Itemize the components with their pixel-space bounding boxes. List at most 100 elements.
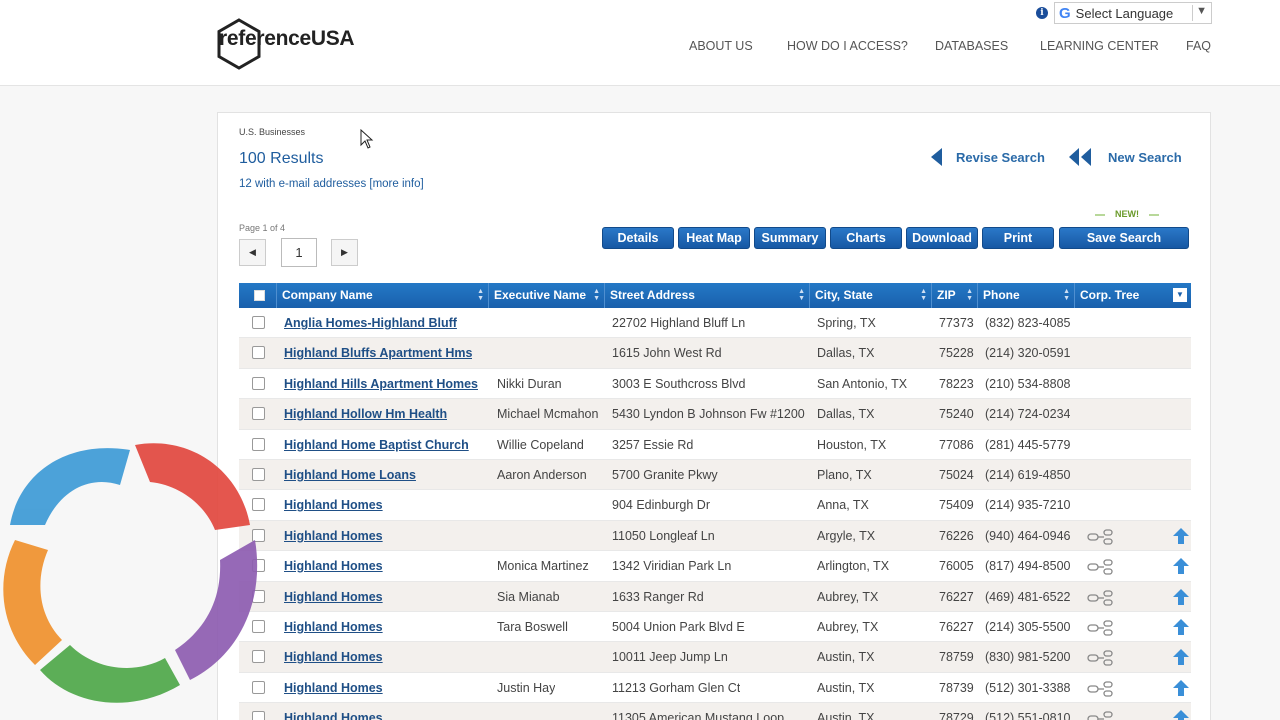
select-all-checkbox[interactable] [254,290,265,301]
column-city-state[interactable]: City, State ▲ ▼ [810,283,932,308]
company-name-link[interactable]: Highland Home Baptist Church [284,437,469,452]
company-name-link[interactable]: Highland Homes [284,559,383,574]
company-name-link[interactable]: Highland Homes [284,528,383,543]
parent-company-arrow-icon[interactable] [1173,710,1189,720]
phone-number: (469) 481-6522 [985,589,1071,604]
column-label: City, State [815,288,873,302]
parent-company-arrow-icon[interactable] [1173,618,1189,635]
street-address: 22702 Highland Bluff Ln [612,316,746,330]
previous-page-button[interactable]: ◀ [239,239,266,266]
table-row[interactable]: Highland Homes 904 Edinburgh Dr Anna, TX 75… [239,490,1191,521]
row-checkbox[interactable] [252,407,265,421]
row-checkbox[interactable] [252,619,265,633]
company-name-link[interactable]: Highland Homes [284,619,383,634]
parent-company-arrow-icon[interactable] [1173,649,1189,666]
row-checkbox[interactable] [252,346,265,360]
new-search-button[interactable]: New Search [1068,148,1182,166]
street-address: 904 Edinburgh Dr [612,498,710,513]
column-executive-name[interactable]: Executive Name ▲ ▼ [489,283,605,308]
row-checkbox[interactable] [252,376,265,390]
charts-button[interactable]: Charts [830,227,902,249]
parent-company-arrow-icon[interactable] [1173,527,1189,544]
city-state: Dallas, TX [817,407,875,422]
table-row[interactable]: Highland Home Loans Aaron Anderson 5700 Gr… [239,459,1191,491]
corp-tree-icon[interactable] [1087,589,1117,606]
email-count-link[interactable]: 12 with e-mail addresses [more info] [239,178,424,190]
row-checkbox[interactable] [252,650,265,664]
table-row[interactable]: Highland Home Baptist Church Willie Copel… [239,429,1191,460]
row-checkbox[interactable] [252,680,265,694]
corp-tree-icon[interactable] [1087,529,1117,545]
street-address: 5700 Granite Pkwy [612,467,718,482]
city-state: Plano, TX [817,467,872,482]
corp-tree-icon[interactable] [1087,620,1117,636]
download-button[interactable]: Download [906,227,978,249]
parent-company-arrow-icon[interactable] [1173,588,1189,605]
corp-tree-icon[interactable] [1087,559,1117,575]
heat-map-button[interactable]: Heat Map [678,227,750,249]
phone-number: (817) 494-8500 [985,559,1071,574]
table-row[interactable]: Anglia Homes-Highland Bluff 22702 Highlan… [239,308,1191,339]
save-search-button[interactable]: Save Search [1059,227,1189,249]
info-icon[interactable]: i [1036,7,1048,19]
page-number-input[interactable]: 1 [281,238,317,267]
table-row[interactable]: Highland Homes 10011 Jeep Jump Ln Austin, … [239,642,1191,673]
parent-company-arrow-icon[interactable] [1173,679,1189,696]
company-name-link[interactable]: Highland Hollow Hm Health [284,407,448,422]
corp-tree-icon[interactable] [1087,650,1117,666]
column-menu-icon[interactable]: ▼ [1173,288,1187,302]
table-row[interactable]: Highland Homes Tara Boswell 5004 Union Par… [239,611,1191,643]
company-name-link[interactable]: Highland Homes [284,589,383,604]
executive-name: Michael Mcmahon [497,407,599,422]
column-zip[interactable]: ZIP ▲ ▼ [932,283,978,308]
table-row[interactable]: Highland Homes Justin Hay 11213 Gorham Gle… [239,672,1191,704]
logo[interactable]: referenceUSA [216,18,355,70]
nav-databases[interactable]: DATABASES [935,39,1009,53]
table-row[interactable]: Highland Homes 11305 American Mustang Loo… [239,703,1191,720]
nav-how-do-i-access[interactable]: HOW DO I ACCESS? [787,39,908,53]
company-name-link[interactable]: Highland Homes [284,680,383,695]
table-row[interactable]: Highland Homes Sia Mianab 1633 Ranger Rd Au… [239,581,1191,612]
zip-code: 77373 [939,316,974,330]
phone-number: (214) 619-4850 [985,467,1071,482]
language-select[interactable]: G Select Language ▼ [1054,2,1212,24]
row-checkbox[interactable] [252,498,265,512]
results-count: 100 Results [239,150,324,167]
column-phone[interactable]: Phone ▲ ▼ [978,283,1075,308]
company-name-link[interactable]: Highland Homes [284,650,383,665]
company-name-link[interactable]: Highland Homes [284,498,383,513]
nav-about-us[interactable]: ABOUT US [689,39,753,53]
corp-tree-icon[interactable] [1087,711,1117,720]
table-row[interactable]: Highland Hills Apartment Homes Nikki Dura… [239,368,1191,400]
row-checkbox[interactable] [252,467,265,481]
city-state: San Antonio, TX [817,376,908,391]
row-checkbox[interactable] [252,711,265,720]
company-name-link[interactable]: Highland Home Loans [284,467,416,482]
executive-name: Tara Boswell [497,619,568,634]
table-row[interactable]: Highland Homes Monica Martinez 1342 Viridi… [239,551,1191,582]
column-street-address[interactable]: Street Address ▲ ▼ [605,283,810,308]
row-checkbox[interactable] [252,528,265,542]
phone-number: (214) 320-0591 [985,346,1071,361]
summary-button[interactable]: Summary [754,227,826,249]
print-button[interactable]: Print [982,227,1054,249]
company-name-link[interactable]: Highland Hills Apartment Homes [284,376,479,391]
table-row[interactable]: Highland Hollow Hm Health Michael Mcmahon… [239,399,1191,430]
parent-company-arrow-icon[interactable] [1173,558,1189,575]
phone-number: (210) 534-8808 [985,376,1071,391]
nav-faq[interactable]: FAQ [1186,39,1212,53]
next-page-button[interactable]: ▶ [331,239,358,266]
nav-learning-center[interactable]: LEARNING CENTER [1040,39,1159,53]
company-name-link[interactable]: Anglia Homes-Highland Bluff [284,316,457,330]
column-corp-tree[interactable]: Corp. Tree ▼ [1075,283,1191,308]
column-company-name[interactable]: Company Name ▲ ▼ [277,283,489,308]
company-name-link[interactable]: Highland Homes [284,711,383,720]
revise-search-button[interactable]: Revise Search [930,148,1045,166]
row-checkbox[interactable] [252,437,265,451]
table-row[interactable]: Highland Bluffs Apartment Hms 1615 John W… [239,338,1191,369]
details-button[interactable]: Details [602,227,674,249]
corp-tree-icon[interactable] [1087,681,1117,697]
table-row[interactable]: Highland Homes 11050 Longleaf Ln Argyle, T… [239,520,1191,552]
row-checkbox[interactable] [252,316,265,329]
company-name-link[interactable]: Highland Bluffs Apartment Hms [284,346,473,361]
